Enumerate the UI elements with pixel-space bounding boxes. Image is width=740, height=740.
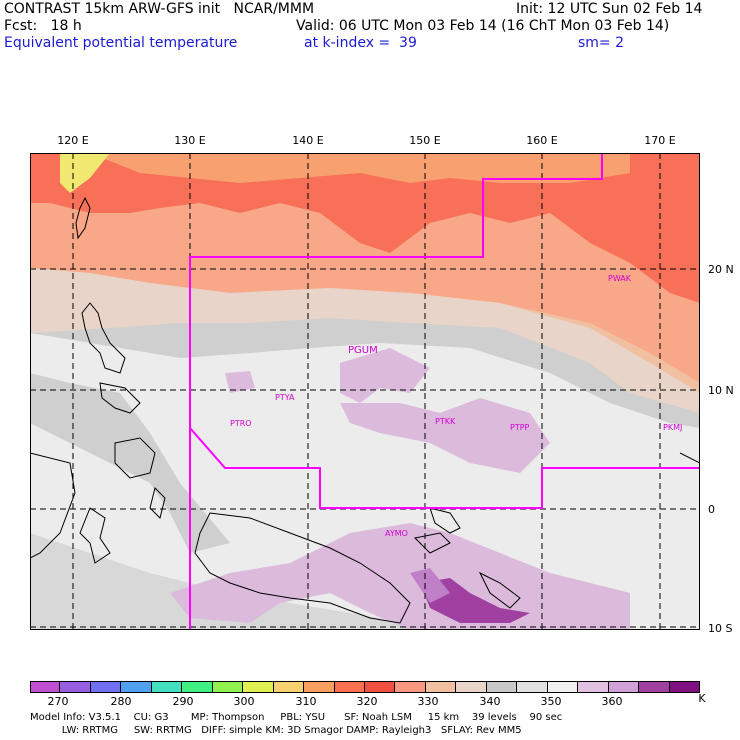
purple-dark	[420, 578, 530, 623]
coast-solomons	[478, 571, 521, 609]
band-358	[30, 373, 230, 553]
lon-label-160: 160 E	[526, 134, 558, 147]
colorbar-swatch	[30, 681, 61, 693]
colorbar-swatch	[212, 681, 244, 693]
lon-label-120: 120 E	[57, 134, 89, 147]
station-ptkk: PTKK	[435, 417, 456, 426]
purple-mid	[410, 568, 450, 603]
header-line2-left: Fcst: 18 h	[4, 18, 82, 34]
header-smoothing: sm= 2	[578, 35, 625, 51]
band-lower-grey	[30, 533, 410, 630]
colorbar-swatch	[456, 681, 487, 693]
band-350	[30, 268, 700, 413]
coast-hawaii-edge	[679, 452, 700, 464]
lon-label-170: 170 E	[644, 134, 676, 147]
header-line2-right: Valid: 06 UTC Mon 03 Feb 14 (16 ChT Mon …	[296, 18, 670, 34]
header-line1-left: CONTRAST 15km ARW-GFS init NCAR/MMM	[4, 1, 315, 17]
colorbar-swatch	[182, 681, 213, 693]
colorbar-swatch	[243, 681, 274, 693]
band-355	[30, 318, 700, 428]
station-ptpp: PTPP	[510, 423, 530, 432]
colorbar-swatch	[365, 681, 396, 693]
lat-label-20n: 20 N	[708, 263, 734, 276]
lat-label-10n: 10 N	[708, 384, 734, 397]
colorbar-swatch	[425, 681, 457, 693]
colorbar-swatch	[60, 681, 91, 693]
lat-label-0: 0	[708, 503, 715, 516]
coast-halmahera	[149, 487, 166, 519]
coast-borneo	[30, 452, 76, 559]
colorbar-label-350: 350	[540, 695, 562, 708]
lon-label-130: 130 E	[174, 134, 206, 147]
colorbar-swatch	[304, 681, 335, 693]
coast-visayas	[99, 382, 141, 414]
colorbar-label-320: 320	[356, 695, 378, 708]
coast-new-guinea	[194, 512, 411, 624]
colorbar-label-310: 310	[295, 695, 317, 708]
colorbar-unit: K	[698, 692, 706, 705]
station-aymo: AYMO	[385, 529, 408, 538]
colorbar-swatch	[639, 681, 670, 693]
colorbar-swatch	[334, 681, 365, 693]
station-pwak: PWAK	[608, 274, 632, 283]
station-pgum: PGUM	[348, 345, 378, 356]
coast-new-britain	[413, 532, 451, 554]
colorbar-swatch	[273, 681, 305, 693]
colorbar-swatch	[669, 681, 700, 693]
coast-luzon	[81, 302, 126, 374]
purple-east	[340, 398, 550, 473]
band-325	[90, 153, 630, 183]
colorbar-swatch	[90, 681, 122, 693]
lon-label-150: 150 E	[409, 134, 441, 147]
colorbar-swatch	[151, 681, 183, 693]
theta-e-map: PGUM PTYA PTRO PTKK PTPP PKMJ PWAK AYMO	[30, 153, 700, 630]
colorbar-label-340: 340	[479, 695, 501, 708]
band-330	[30, 153, 700, 303]
colorbar-swatch	[121, 681, 152, 693]
colorbar-swatch	[517, 681, 548, 693]
colorbar-label-290: 290	[172, 695, 194, 708]
purple-central	[340, 348, 430, 403]
colorbar-label-330: 330	[417, 695, 439, 708]
map-frame	[30, 153, 700, 630]
station-pkmj: PKMJ	[663, 423, 682, 432]
header-field-name: Equivalent potential temperature	[4, 35, 238, 51]
colorbar-label-300: 300	[233, 695, 255, 708]
colorbar-label-360: 360	[601, 695, 623, 708]
colorbar-label-270: 270	[47, 695, 69, 708]
coast-sulawesi	[79, 507, 111, 564]
colorbar-label-280: 280	[110, 695, 132, 708]
coast-taiwan	[75, 196, 91, 240]
station-ptro: PTRO	[230, 419, 252, 428]
header-level: at k-index = 39	[304, 35, 417, 51]
coast-new-ireland	[429, 507, 461, 534]
boundary-domain	[189, 425, 700, 630]
colorbar-swatch	[578, 681, 609, 693]
colorbar-swatch	[547, 681, 579, 693]
colorbar-swatch	[486, 681, 518, 693]
coast-mindanao	[114, 437, 156, 479]
footer-model-info: Model Info: V3.5.1 CU: G3 MP: Thompson P…	[30, 712, 563, 723]
lon-label-140: 140 E	[292, 134, 324, 147]
footer-physics-info: LW: RRTMG SW: RRTMG DIFF: simple KM: 3D …	[30, 725, 522, 736]
purple-west	[225, 371, 255, 393]
boundary-inner	[189, 153, 603, 428]
lat-label-10s: 10 S	[708, 622, 733, 635]
colorbar-swatch	[395, 681, 426, 693]
header-line1-right: Init: 12 UTC Sun 02 Feb 14	[516, 1, 703, 17]
station-ptya: PTYA	[275, 393, 295, 402]
colorbar-swatch	[608, 681, 640, 693]
